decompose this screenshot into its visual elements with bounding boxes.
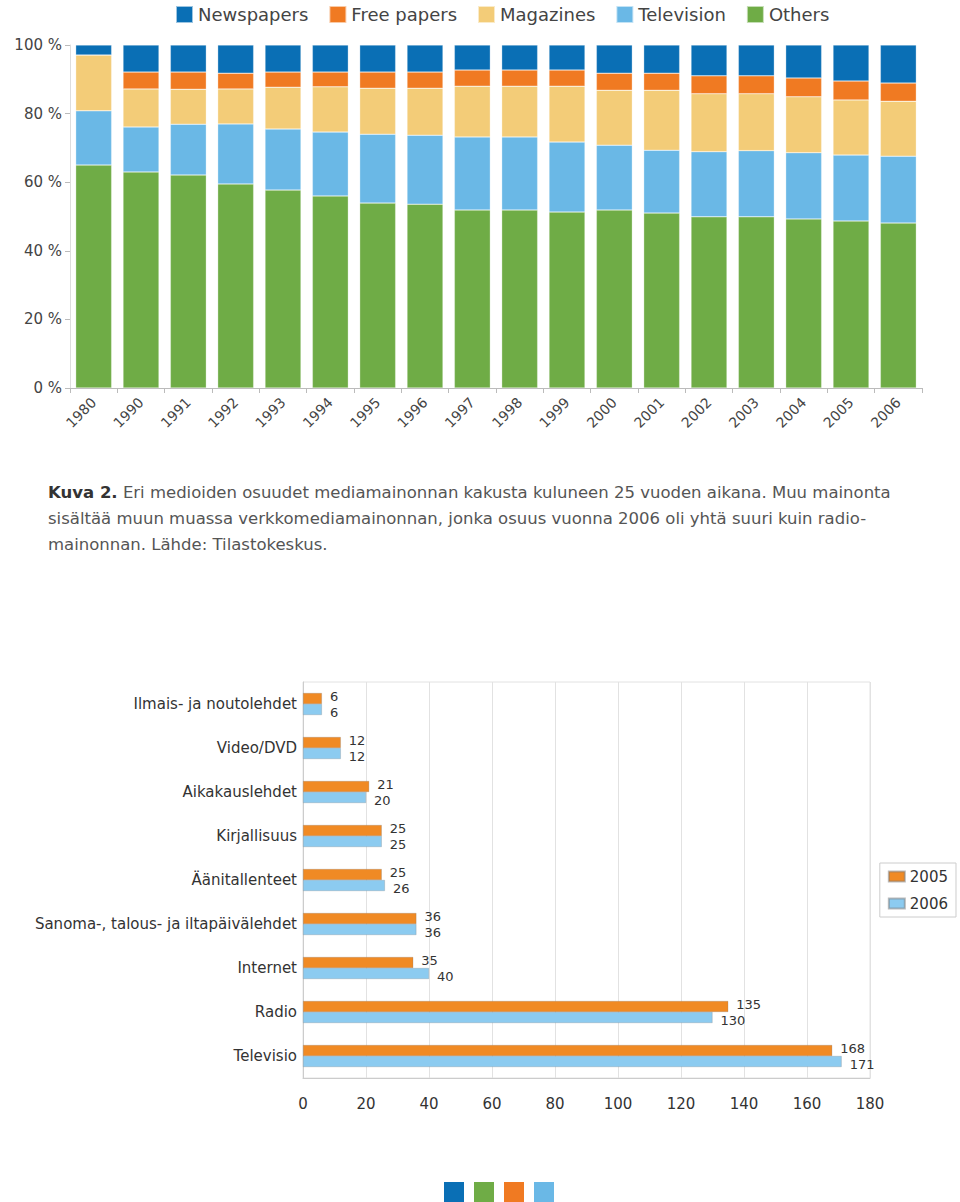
svg-text:100: 100 [604,1095,633,1113]
svg-text:2005: 2005 [820,394,856,430]
svg-text:6: 6 [330,689,338,704]
svg-text:135: 135 [736,997,761,1012]
svg-text:20: 20 [356,1095,375,1113]
svg-text:80: 80 [545,1095,564,1113]
svg-text:1998: 1998 [489,394,525,430]
svg-text:60 %: 60 % [24,173,62,191]
svg-text:1991: 1991 [158,394,194,430]
svg-text:130: 130 [721,1013,746,1028]
svg-text:Television: Television [637,4,726,25]
svg-text:Video/DVD: Video/DVD [217,739,297,757]
svg-text:60: 60 [482,1095,501,1113]
svg-text:20: 20 [374,793,391,808]
svg-text:1994: 1994 [300,394,337,431]
svg-text:6: 6 [330,705,338,720]
svg-text:Internet: Internet [237,959,297,977]
svg-text:21: 21 [377,777,394,792]
svg-text:171: 171 [850,1057,875,1072]
svg-text:1992: 1992 [205,394,241,430]
svg-text:Magazines: Magazines [500,4,595,25]
svg-text:0: 0 [298,1095,308,1113]
svg-text:20 %: 20 % [24,310,62,328]
svg-text:2004: 2004 [773,394,810,431]
html-text:sisältää muun muassa verkkomed: sisältää muun muassa verkkomediamainonna… [48,509,867,528]
svg-text:1996: 1996 [394,394,431,431]
svg-text:25: 25 [390,865,407,880]
svg-text:180: 180 [856,1095,885,1113]
svg-text:1990: 1990 [110,394,146,430]
svg-text:Newspapers: Newspapers [198,4,308,25]
svg-text:2003: 2003 [726,394,762,430]
html-text:mainonnan. Lähde: Tilastokesku: mainonnan. Lähde: Tilastokeskus. [48,535,328,554]
svg-text:Free papers: Free papers [351,4,457,25]
svg-text:140: 140 [730,1095,759,1113]
svg-text:2001: 2001 [631,394,667,430]
svg-text:25: 25 [390,837,407,852]
svg-text:12: 12 [349,733,366,748]
svg-text:Kirjallisuus: Kirjallisuus [216,827,297,845]
svg-text:40: 40 [437,969,454,984]
svg-text:12: 12 [349,749,366,764]
svg-text:2006: 2006 [868,394,905,431]
svg-text:100 %: 100 % [14,36,62,54]
svg-text:1980: 1980 [63,394,99,430]
svg-text:40 %: 40 % [24,242,62,260]
svg-text:80 %: 80 % [24,105,62,123]
svg-text:160: 160 [793,1095,822,1113]
svg-text:168: 168 [840,1041,865,1056]
svg-text:Aikakauslehdet: Aikakauslehdet [182,783,297,801]
svg-text:Televisio: Televisio [233,1047,297,1065]
svg-text:Others: Others [769,4,830,25]
svg-text:26: 26 [393,881,410,896]
svg-text:2006: 2006 [910,895,948,913]
svg-text:Sanoma-, talous- ja iltapäiväl: Sanoma-, talous- ja iltapäivälehdet [35,915,297,933]
svg-text:1999: 1999 [536,394,572,430]
svg-text:120: 120 [667,1095,696,1113]
svg-text:Radio: Radio [255,1003,297,1021]
svg-text:Ilmais- ja noutolehdet: Ilmais- ja noutolehdet [134,695,298,713]
svg-text:0 %: 0 % [33,379,62,397]
svg-text:25: 25 [390,821,407,836]
svg-text:1997: 1997 [442,394,478,430]
svg-text:36: 36 [424,925,441,940]
html-text:Kuva 2. Eri medioiden osuudet: Kuva 2. Eri medioiden osuudet mediamaino… [48,483,891,502]
svg-text:35: 35 [421,953,438,968]
svg-text:1993: 1993 [252,394,288,430]
svg-text:1995: 1995 [347,394,383,430]
svg-text:2002: 2002 [678,394,714,430]
svg-text:40: 40 [419,1095,438,1113]
svg-text:Äänitallenteet: Äänitallenteet [192,870,298,889]
svg-text:36: 36 [424,909,441,924]
svg-text:2000: 2000 [584,394,620,430]
svg-text:2005: 2005 [910,868,948,886]
